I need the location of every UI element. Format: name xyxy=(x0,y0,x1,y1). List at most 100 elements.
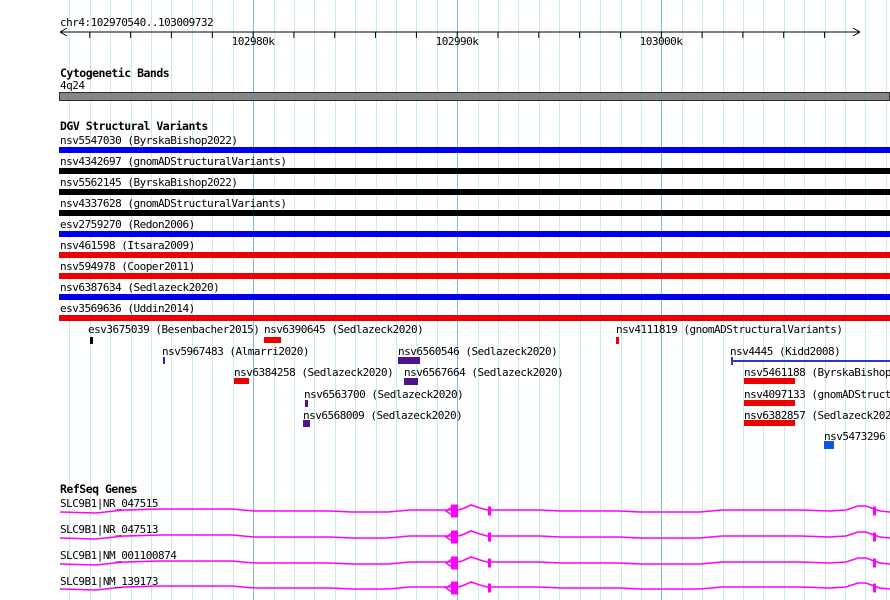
grid-line-minor xyxy=(171,0,173,600)
variant-row-label[interactable]: esv3569636 (Uddin2014) xyxy=(60,302,195,315)
variant-bar[interactable] xyxy=(59,252,890,258)
variant-feature-label[interactable]: nsv5967483 (Almarri2020) xyxy=(162,345,309,358)
variant-feature-bar[interactable] xyxy=(303,420,310,427)
grid-line-minor xyxy=(722,0,724,600)
variant-feature-bar[interactable] xyxy=(264,337,281,343)
grid-line-minor xyxy=(355,0,357,600)
variant-feature-label[interactable]: nsv6560546 (Sedlazeck2020) xyxy=(398,345,558,358)
region-label: chr4:102970540..103009732 xyxy=(60,16,214,29)
variant-feature-line[interactable] xyxy=(731,360,890,362)
grid-line-minor xyxy=(824,0,826,600)
gene-exon-block[interactable] xyxy=(873,506,876,516)
gene-label[interactable]: SLC9B1|NM_139173 xyxy=(60,575,158,588)
grid-line-minor xyxy=(600,0,602,600)
variant-row-label[interactable]: nsv5547030 (ByrskaBishop2022) xyxy=(60,134,238,147)
grid-line-minor xyxy=(273,0,275,600)
grid-line-minor xyxy=(130,0,132,600)
grid-line-minor xyxy=(640,0,642,600)
gene-exon-block[interactable] xyxy=(873,532,876,542)
refseq-genes-title: RefSeq Genes xyxy=(60,482,138,496)
grid-line-minor xyxy=(804,0,806,600)
variant-feature-label[interactable]: nsv6390645 (Sedlazeck2020) xyxy=(264,323,424,336)
variant-feature-label[interactable]: nsv6563700 (Sedlazeck2020) xyxy=(304,388,464,401)
grid-line-minor xyxy=(293,0,295,600)
variant-row-label[interactable]: nsv594978 (Cooper2011) xyxy=(60,260,195,273)
gene-model-line[interactable] xyxy=(59,530,890,540)
variant-feature-bar[interactable] xyxy=(90,337,93,344)
variant-row-label[interactable]: nsv6387634 (Sedlazeck2020) xyxy=(60,281,220,294)
variant-bar[interactable] xyxy=(59,273,890,279)
gene-exon-block[interactable] xyxy=(873,583,876,593)
grid-line-minor xyxy=(436,0,438,600)
gene-label[interactable]: SLC9B1|NM_001100874 xyxy=(60,549,177,562)
gene-strand-arrow-icon xyxy=(444,532,453,542)
variant-feature-label[interactable]: nsv4111819 (gnomADStructuralVariants) xyxy=(616,323,843,336)
gene-model-line[interactable] xyxy=(59,556,890,566)
variant-feature-label[interactable]: nsv6384258 (Sedlazeck2020) xyxy=(234,366,394,379)
gene-model-line[interactable] xyxy=(59,504,890,514)
grid-line-minor xyxy=(314,0,316,600)
cytoband-label: 4q24 xyxy=(60,79,85,92)
grid-line-minor xyxy=(110,0,112,600)
variant-bar[interactable] xyxy=(59,231,890,237)
variant-feature-bar[interactable] xyxy=(616,337,619,344)
grid-line-minor xyxy=(742,0,744,600)
variant-feature-bar[interactable] xyxy=(398,357,420,364)
gene-label[interactable]: SLC9B1|NR_047515 xyxy=(60,497,158,510)
variant-feature-label[interactable]: nsv4097133 (gnomADStructuralVariants) xyxy=(744,388,890,401)
variant-feature-bar[interactable] xyxy=(305,400,308,407)
variant-row-label[interactable]: esv2759270 (Redon2006) xyxy=(60,218,195,231)
variant-bar[interactable] xyxy=(59,210,890,216)
variant-feature-bar[interactable] xyxy=(744,420,795,426)
cytogenetic-bands-title: Cytogenetic Bands xyxy=(60,66,170,80)
variant-feature-label[interactable]: nsv6382857 (Sedlazeck2020) xyxy=(744,409,890,422)
grid-line-minor xyxy=(498,0,499,600)
gene-exon-block[interactable] xyxy=(488,558,491,568)
variant-feature-label[interactable]: esv3675039 (Besenbacher2015) xyxy=(88,323,260,336)
cytoband-bar[interactable] xyxy=(59,92,890,101)
grid-line-minor xyxy=(89,0,91,600)
variant-feature-label[interactable]: nsv6568009 (Sedlazeck2020) xyxy=(303,409,463,422)
variant-feature-bar[interactable] xyxy=(234,378,249,384)
variant-feature-bar[interactable] xyxy=(744,378,795,384)
variant-feature-label[interactable]: nsv5461188 (ByrskaBishop2022) xyxy=(744,366,890,379)
variant-feature-bar[interactable] xyxy=(404,378,418,385)
grid-line-minor xyxy=(151,0,152,600)
grid-line-minor xyxy=(477,0,479,600)
grid-line-minor xyxy=(845,0,846,600)
variant-row-label[interactable]: nsv5562145 (ByrskaBishop2022) xyxy=(60,176,238,189)
variant-feature-bar[interactable] xyxy=(824,441,834,449)
grid-line-minor xyxy=(334,0,336,600)
variant-row-label[interactable]: nsv4342697 (gnomADStructuralVariants) xyxy=(60,155,287,168)
grid-line-minor xyxy=(763,0,765,600)
grid-line-minor xyxy=(681,0,683,600)
variant-bar[interactable] xyxy=(59,168,890,174)
variant-bar[interactable] xyxy=(59,147,890,153)
variant-row-label[interactable]: nsv4337628 (gnomADStructuralVariants) xyxy=(60,197,287,210)
grid-line-minor xyxy=(538,0,540,600)
variant-feature-bar[interactable] xyxy=(163,357,165,364)
gene-exon-block[interactable] xyxy=(488,583,491,593)
gene-exon-block[interactable] xyxy=(488,532,491,542)
variant-feature-label[interactable]: nsv5473296 xyxy=(824,430,886,443)
gene-strand-arrow-icon xyxy=(444,506,453,516)
variant-feature-line-end-tick[interactable] xyxy=(731,357,733,365)
grid-line-minor xyxy=(191,0,193,600)
gene-label[interactable]: SLC9B1|NR_047513 xyxy=(60,523,158,536)
grid-line-minor xyxy=(885,0,887,600)
gene-strand-arrow-icon xyxy=(444,583,453,593)
variant-feature-bar[interactable] xyxy=(744,400,795,406)
variant-bar[interactable] xyxy=(59,315,890,321)
gene-exon-block[interactable] xyxy=(488,506,491,516)
gene-exon-block[interactable] xyxy=(873,558,876,568)
variant-row-label[interactable]: nsv461598 (Itsara2009) xyxy=(60,239,195,252)
gene-model-line[interactable] xyxy=(59,581,890,591)
grid-line-minor xyxy=(865,0,867,600)
grid-line-minor xyxy=(620,0,622,600)
variant-bar[interactable] xyxy=(59,294,890,300)
grid-line-minor xyxy=(559,0,561,600)
variant-feature-label[interactable]: nsv6567664 (Sedlazeck2020) xyxy=(404,366,564,379)
variant-bar[interactable] xyxy=(59,189,890,195)
variant-feature-label[interactable]: nsv4445 (Kidd2008) xyxy=(730,345,841,358)
